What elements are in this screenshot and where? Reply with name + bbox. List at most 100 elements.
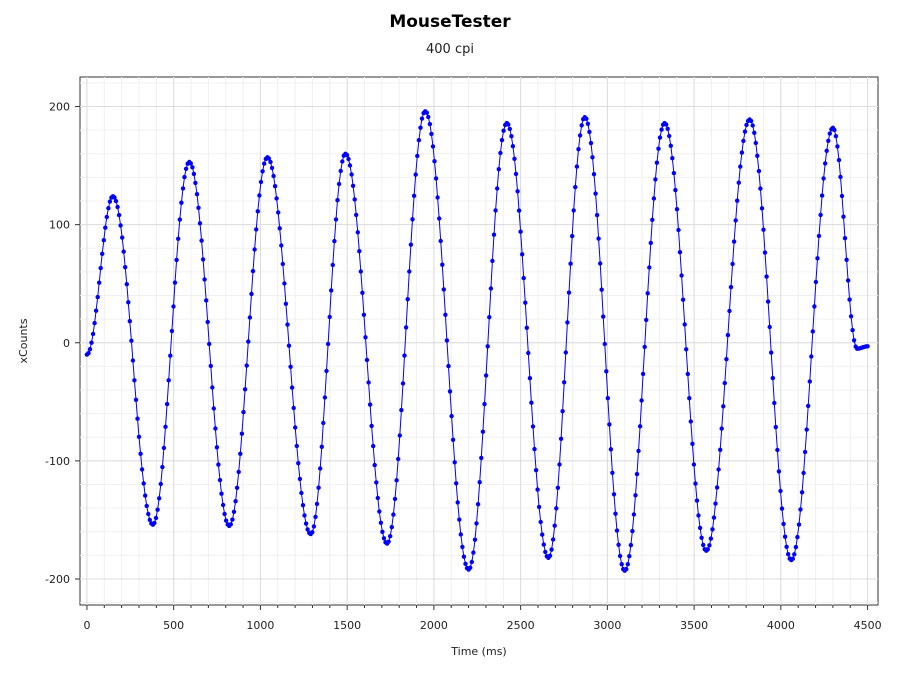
data-point [346,156,351,162]
data-point [538,519,543,525]
plot-area [79,76,879,606]
data-point [667,133,672,139]
data-point [524,325,529,330]
data-point [730,261,735,267]
data-point [656,146,661,151]
data-point [631,512,637,517]
data-point [322,395,328,400]
y-axis-label: xCounts [17,318,30,363]
data-point [812,304,817,309]
data-point [784,544,789,549]
series-line [86,110,868,572]
data-point [100,251,105,256]
data-point [518,229,523,234]
data-point [802,449,808,455]
x-tick-label: 4500 [854,619,882,632]
data-point [381,536,387,541]
data-point [487,315,492,320]
data-point [711,515,717,520]
data-point [408,242,414,247]
data-point [799,490,805,495]
data-point [335,198,340,203]
data-point [648,240,653,246]
y-tick-label: 100 [49,219,70,232]
data-point [211,406,216,411]
data-point [297,476,303,482]
data-point [242,387,248,392]
data-point [300,503,306,508]
data-point [411,193,417,198]
data-point [358,269,363,274]
data-point [305,527,310,532]
data-point [506,122,511,127]
data-point [254,227,259,232]
data-point [565,320,570,325]
data-point [440,262,445,267]
data-point [647,265,652,270]
data-point [166,378,171,383]
data-point [180,186,186,191]
data-point [190,165,195,170]
data-point [469,559,474,565]
data-point [407,269,412,274]
data-point [291,405,296,411]
data-point [143,493,148,498]
data-point [676,227,681,233]
data-point [89,340,94,345]
data-point [460,544,465,550]
data-point [833,134,839,139]
data-point [455,500,460,505]
data-point [286,343,292,348]
data-point [755,153,760,158]
data-point [509,134,514,139]
data-point [659,127,664,132]
data-point [536,504,542,510]
x-tick-label: 3000 [593,619,621,632]
data-point [377,509,382,514]
data-point [293,425,298,430]
data-point [601,314,606,319]
data-point [325,341,331,347]
data-point [392,496,398,502]
data-point [403,325,409,330]
data-point [461,554,467,559]
data-point [585,121,591,127]
data-point [258,179,264,185]
data-point [418,125,423,130]
data-point [374,480,379,485]
data-point [813,279,819,285]
data-point [350,183,356,188]
data-point [135,416,140,421]
data-point [679,273,684,278]
data-point [633,493,638,498]
data-point [124,282,129,287]
data-point [488,286,494,291]
data-point [364,357,370,363]
data-point [769,350,774,355]
data-point [244,363,249,368]
data-point [118,223,123,228]
data-point [402,353,407,358]
data-point [550,537,556,542]
data-point [792,552,797,557]
data-point [617,553,623,559]
data-point [336,181,342,187]
data-point [472,537,478,542]
data-point [138,451,143,456]
data-point [699,535,704,540]
data-point [540,532,545,537]
data-point [450,437,456,442]
data-point [378,520,384,525]
data-point [399,407,404,413]
data-point [144,503,149,509]
data-point [804,427,809,432]
data-point [756,168,762,174]
data-point [671,170,677,176]
data-point [471,550,476,555]
data-point [199,238,204,243]
data-point [697,525,703,531]
data-point [197,221,203,226]
data-point [139,467,145,472]
data-point [490,258,495,264]
